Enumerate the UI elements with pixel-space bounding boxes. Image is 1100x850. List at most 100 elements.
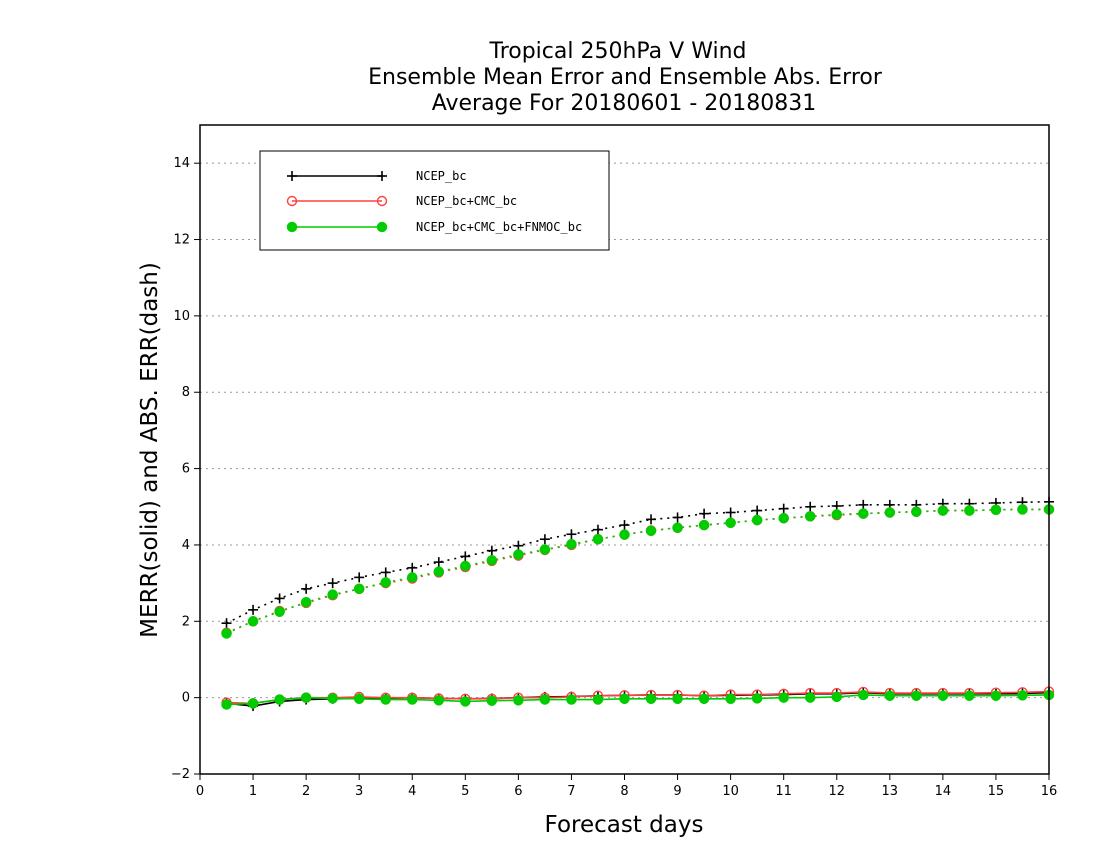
point-ncep-bc-cmc-bc-fnmoc-bc-merr-5 [353,693,365,705]
point-ncep-bc-cmc-bc-fnmoc-bc-abs-err-10 [486,554,498,566]
series-ncep-bc-cmc-bc-fnmoc-bc-abs-err-line [226,508,1049,635]
point-ncep-bc-cmc-bc-fnmoc-bc-abs-err-19 [725,517,736,529]
point-ncep-bc-cmc-bc-fnmoc-bc-abs-err-22 [804,511,816,522]
x-tick-label-4: 4 [408,784,416,799]
point-ncep-bc-cmc-bc-fnmoc-bc-merr-14 [592,694,604,705]
legend-label-ncep-bc-cmc-bc: NCEP_bc+CMC_bc [416,194,517,208]
y-tick-label-10: 10 [173,309,190,324]
point-ncep-bc-abs-err-15 [619,520,630,531]
point-ncep-bc-cmc-bc-fnmoc-bc-abs-err-1 [247,616,259,627]
x-tick-label-14: 14 [935,784,952,799]
point-ncep-bc-cmc-bc-fnmoc-bc-abs-err-18 [698,519,710,531]
x-tick-label-1: 1 [249,784,257,799]
plot-area-frame [199,124,1050,775]
point-ncep-bc-cmc-bc-fnmoc-bc-abs-err-9 [460,560,471,572]
point-ncep-bc-cmc-bc-fnmoc-bc-abs-err-21 [778,512,789,524]
y-tick-label-0: 0 [182,691,190,706]
legend-label-ncep-bc-cmc-bc-fnmoc-bc: NCEP_bc+CMC_bc+FNMOC_bc [416,220,582,234]
point-ncep-bc-cmc-bc-fnmoc-bc-merr-0 [221,699,232,710]
point-ncep-bc-cmc-bc-fnmoc-bc-abs-err-4 [327,589,338,600]
point-ncep-bc-cmc-bc-fnmoc-bc-merr-12 [539,694,551,705]
point-ncep-bc-cmc-bc-fnmoc-bc-abs-err-8 [433,566,445,577]
point-ncep-bc-cmc-bc-fnmoc-bc-abs-err-11 [513,549,524,560]
markers [221,496,1055,712]
point-ncep-bc-abs-err-20 [752,505,763,516]
point-ncep-bc-cmc-bc-fnmoc-bc-abs-err-7 [407,572,418,583]
y-tick-label-2: 2 [182,614,190,629]
point-ncep-bc-abs-err-3 [301,583,312,594]
point-ncep-bc-cmc-bc-fnmoc-bc-merr-1 [247,698,259,709]
point-ncep-bc-cmc-bc-fnmoc-bc-abs-err-17 [672,522,683,534]
point-ncep-bc-cmc-bc-fnmoc-bc-merr-8 [433,695,445,706]
x-tick-label-16: 16 [1041,784,1058,799]
x-tick-label-2: 2 [302,784,310,799]
point-ncep-bc-cmc-bc-fnmoc-bc-merr-3 [300,692,312,703]
point-ncep-bc-abs-err-5 [354,572,365,583]
point-ncep-bc-cmc-bc-fnmoc-bc-merr-7 [407,694,418,705]
point-ncep-bc-abs-err-2 [274,593,285,604]
point-ncep-bc-cmc-bc-fnmoc-bc-merr-19 [725,693,736,705]
x-tick-label-5: 5 [461,784,469,799]
point-ncep-bc-cmc-bc-fnmoc-bc-abs-err-5 [353,583,365,595]
point-ncep-bc-abs-err-7 [407,562,418,573]
chart-title-line-3: Average For 20180601 - 20180831 [432,91,817,116]
point-ncep-bc-cmc-bc-fnmoc-bc-merr-23 [831,691,842,703]
point-ncep-bc-abs-err-6 [380,567,391,578]
point-ncep-bc-abs-err-12 [539,534,550,545]
point-ncep-bc-abs-err-14 [592,524,603,535]
point-ncep-bc-abs-err-4 [327,578,338,589]
x-tick-label-15: 15 [988,784,1005,799]
x-tick-label-8: 8 [620,784,628,799]
point-ncep-bc-cmc-bc-fnmoc-bc-merr-17 [672,693,683,705]
legend-marker-end-ncep-bc-cmc-bc [376,195,388,207]
y-axis-label: MERR(solid) and ABS. ERR(dash) [137,262,163,638]
point-ncep-bc-cmc-bc-fnmoc-bc-abs-err-0 [221,628,232,639]
legend-marker-start-ncep-bc-cmc-bc-fnmoc-bc [286,221,298,233]
point-ncep-bc-cmc-bc-fnmoc-bc-abs-err-23 [831,509,842,520]
point-ncep-bc-abs-err-0 [221,618,232,629]
point-ncep-bc-cmc-bc-fnmoc-bc-merr-10 [486,695,498,706]
point-ncep-bc-cmc-bc-fnmoc-bc-abs-err-24 [858,508,869,519]
point-ncep-bc-abs-err-21 [778,503,789,514]
x-tick-label-3: 3 [355,784,363,799]
point-ncep-bc-cmc-bc-fnmoc-bc-abs-err-25 [884,507,896,518]
legend: NCEP_bc NCEP_bc+CMC_bc NCEP_bc+CMC_bc+FNMO… [259,150,610,251]
x-tick-label-11: 11 [775,784,792,799]
point-ncep-bc-cmc-bc-fnmoc-bc-abs-err-29 [990,504,1002,516]
point-ncep-bc-cmc-bc-fnmoc-bc-abs-err-6 [380,577,391,588]
point-ncep-bc-cmc-bc-fnmoc-bc-abs-err-14 [592,533,604,545]
y-tick-label-12: 12 [173,233,190,248]
point-ncep-bc-abs-err-11 [513,540,524,551]
x-tick-label-9: 9 [673,784,681,799]
point-ncep-bc-cmc-bc-fnmoc-bc-abs-err-26 [911,506,922,517]
series-ncep-bc-cmc-bc-abs-err-line [226,508,1049,634]
point-ncep-bc-cmc-bc-fnmoc-bc-merr-4 [327,693,338,704]
point-ncep-bc-cmc-bc-fnmoc-bc-merr-28 [964,690,975,701]
legend-marker-start-ncep-bc [287,171,297,181]
point-ncep-bc-cmc-bc-fnmoc-bc-merr-26 [911,690,922,701]
series-ncep-bc-cmc-bc-merr-line [226,690,1050,705]
point-ncep-bc-abs-err-22 [805,501,816,512]
point-ncep-bc-abs-err-19 [725,507,736,518]
point-ncep-bc-abs-err-17 [672,512,683,523]
point-ncep-bc-abs-err-13 [566,529,577,540]
point-ncep-bc-cmc-bc-fnmoc-bc-merr-24 [858,689,869,701]
x-tick-label-0: 0 [196,784,204,799]
point-ncep-bc-cmc-bc-fnmoc-bc-abs-err-15 [619,529,630,540]
point-ncep-bc-cmc-bc-fnmoc-bc-abs-err-20 [751,514,763,526]
x-tick-label-13: 13 [882,784,899,799]
point-ncep-bc-cmc-bc-fnmoc-bc-abs-err-3 [300,596,312,608]
point-ncep-bc-abs-err-9 [460,551,471,562]
point-ncep-bc-cmc-bc-fnmoc-bc-merr-15 [619,693,630,705]
point-ncep-bc-cmc-bc-fnmoc-bc-abs-err-28 [964,505,975,516]
series-lines [226,501,1050,707]
legend-entries: NCEP_bc NCEP_bc+CMC_bc NCEP_bc+CMC_bc+FNMO… [286,169,582,234]
point-ncep-bc-cmc-bc-fnmoc-bc-merr-20 [751,693,763,704]
point-ncep-bc-cmc-bc-fnmoc-bc-merr-9 [460,696,471,707]
point-ncep-bc-cmc-bc-fnmoc-bc-merr-6 [380,694,391,705]
point-ncep-bc-cmc-bc-fnmoc-bc-merr-16 [645,693,657,705]
point-ncep-bc-cmc-bc-fnmoc-bc-merr-27 [937,690,949,701]
chart-title-line-2: Ensemble Mean Error and Ensemble Abs. Er… [368,65,883,90]
